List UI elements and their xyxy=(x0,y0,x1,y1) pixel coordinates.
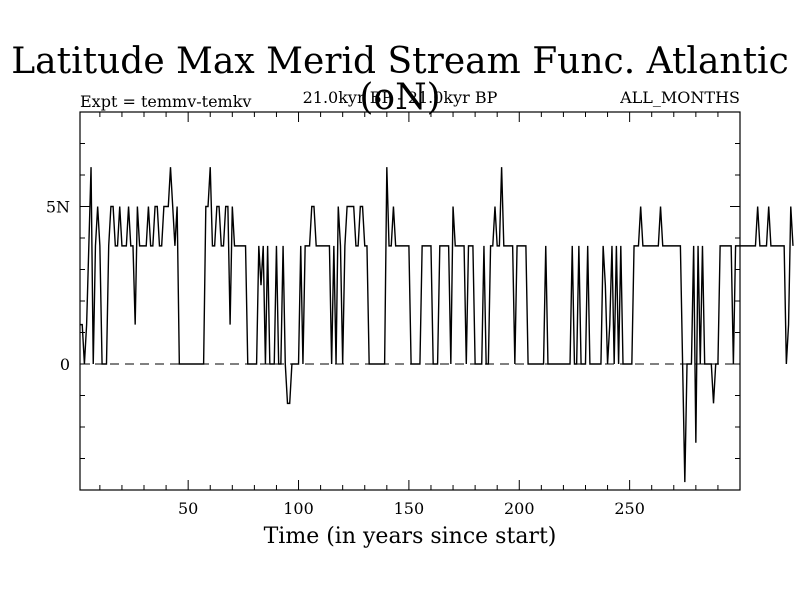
y-tick-label: 5N xyxy=(46,198,70,217)
plot-frame xyxy=(79,111,741,491)
x-tick-label: 250 xyxy=(614,499,645,518)
months-label: ALL_MONTHS xyxy=(620,88,740,107)
x-tick-labels: 50 100 150 200 250 xyxy=(178,499,645,518)
x-tick-label: 100 xyxy=(283,499,314,518)
period-label: 21.0kyr BP - 21.0kyr BP xyxy=(302,88,498,107)
y-tick-labels: 0 5N xyxy=(46,198,70,375)
chart-title: Latitude Max Merid Stream Func. Atlantic… xyxy=(11,41,789,118)
y-tick-label: 0 xyxy=(60,355,70,374)
x-axis-label: Time (in years since start) xyxy=(263,524,557,549)
x-tick-label: 50 xyxy=(178,499,198,518)
series-line xyxy=(80,167,794,483)
x-tick-label: 200 xyxy=(504,499,535,518)
x-tick-label: 150 xyxy=(394,499,425,518)
experiment-label: Expt = temmv-temkv xyxy=(80,92,252,111)
